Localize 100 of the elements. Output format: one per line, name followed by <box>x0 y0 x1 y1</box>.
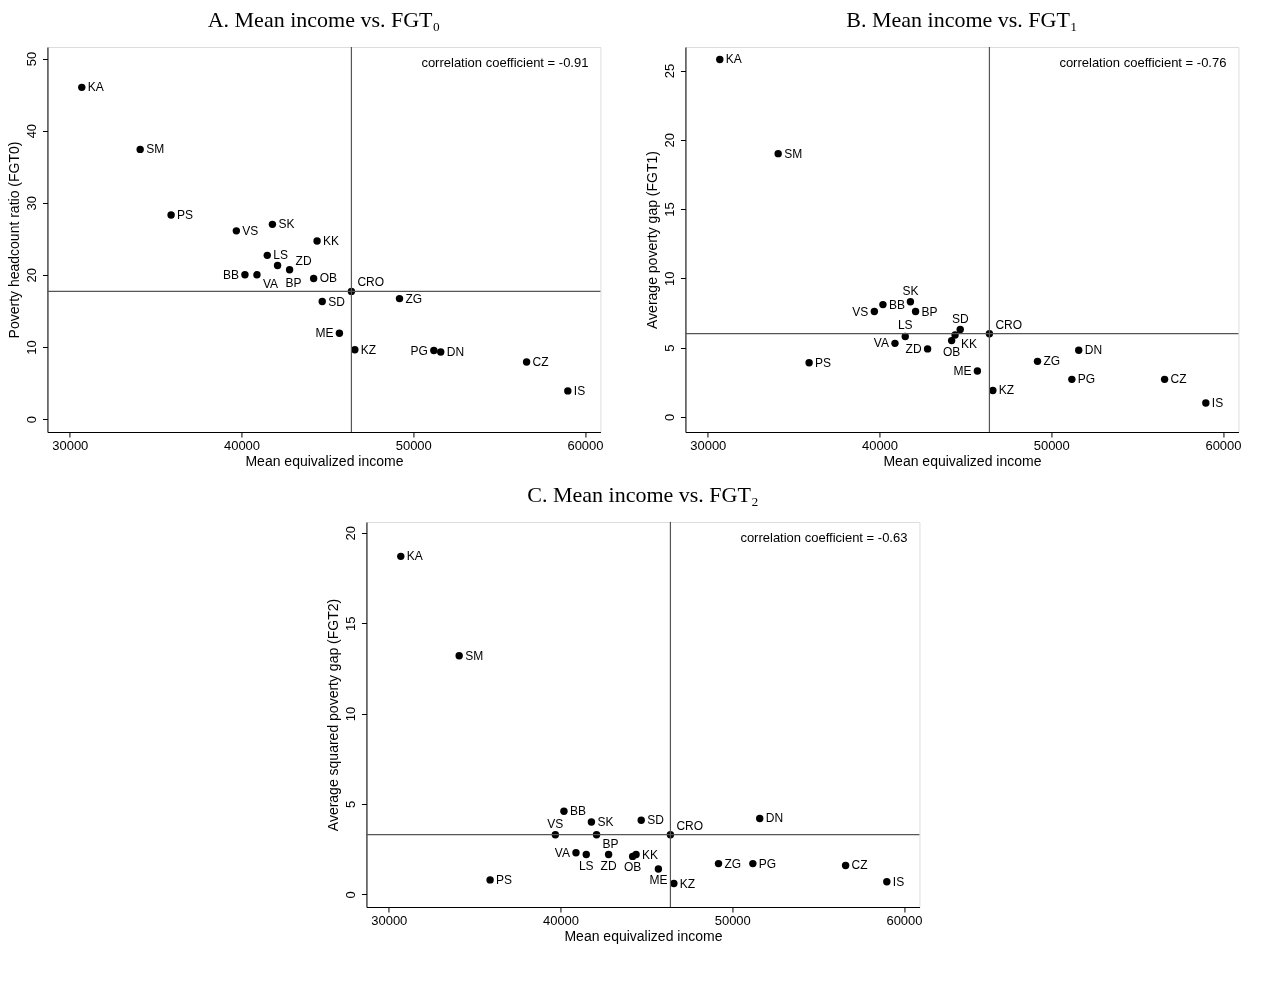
y-tick-label: 50 <box>23 51 39 67</box>
point <box>268 220 277 229</box>
annotation: VA <box>554 845 570 860</box>
y-tick-label: 25 <box>661 63 677 79</box>
annotation: KZ <box>679 876 696 891</box>
annotation: ME <box>953 364 972 379</box>
x-tick-label: 60000 <box>1205 437 1242 453</box>
annotation: OB <box>623 860 642 875</box>
annotation: PG <box>1077 372 1096 387</box>
point <box>437 348 445 356</box>
point <box>263 251 271 260</box>
point <box>670 879 678 888</box>
annotation: LS <box>897 318 913 333</box>
x-tick-label: 40000 <box>861 437 899 453</box>
annotation: CRO <box>357 275 385 290</box>
annotation: ME <box>315 326 334 341</box>
x-axis-title: Mean equivalized income <box>564 927 723 944</box>
annotation: KA <box>87 80 104 95</box>
x-tick-label: 30000 <box>52 437 89 453</box>
x-tick-label: 30000 <box>690 437 727 453</box>
annotation: KA <box>406 549 423 564</box>
annotation: KZ <box>360 342 377 357</box>
point <box>891 339 899 348</box>
annotation: PG <box>410 343 428 358</box>
annotation: SK <box>902 283 919 298</box>
point <box>587 818 596 826</box>
y-axis-title: Average poverty gap (FGT1) <box>643 151 660 329</box>
y-tick-label: 20 <box>661 133 677 148</box>
annotation: BB <box>222 267 239 282</box>
annotation: DN <box>765 811 784 826</box>
y-tick-label: 0 <box>661 413 677 421</box>
y-tick-label: 20 <box>342 526 358 541</box>
point <box>564 387 572 395</box>
y-tick-label: 10 <box>661 271 677 287</box>
annotation: OB <box>942 344 961 359</box>
annotation: correlation coefficient = -0.76 <box>1059 55 1227 70</box>
point <box>335 329 344 337</box>
point <box>604 850 613 859</box>
annotation: CZ <box>851 858 868 873</box>
point <box>911 307 920 316</box>
annotation: VS <box>852 304 869 319</box>
annotation: DN <box>446 344 465 359</box>
point <box>253 271 261 279</box>
annotation: IS <box>892 874 905 889</box>
annotation: PS <box>815 355 832 370</box>
x-axis-title: Mean equivalized income <box>883 452 1042 469</box>
point <box>756 814 764 823</box>
annotation: CZ <box>1170 372 1187 387</box>
annotation: KK <box>323 233 340 248</box>
point <box>1202 399 1210 407</box>
point <box>841 861 850 870</box>
point <box>78 83 86 92</box>
point <box>167 211 175 219</box>
point <box>430 346 438 355</box>
annotation: SD <box>328 294 346 309</box>
annotation: correlation coefficient = -0.63 <box>740 530 908 545</box>
x-axis-title: Mean equivalized income <box>245 452 404 469</box>
point <box>1075 346 1083 354</box>
annotation: KK <box>961 337 978 352</box>
point <box>582 850 590 859</box>
point <box>313 237 321 245</box>
annotation: CRO <box>676 818 704 833</box>
point <box>273 261 282 270</box>
point <box>637 816 645 824</box>
y-tick-label: 40 <box>23 123 39 139</box>
y-tick-label: 0 <box>342 891 358 899</box>
point <box>395 294 404 303</box>
y-tick-label: 5 <box>661 344 677 352</box>
annotation: ZG <box>405 291 423 306</box>
point <box>285 266 294 274</box>
x-tick-label: 50000 <box>714 912 751 928</box>
annotation: KK <box>642 847 659 862</box>
annotation: CZ <box>532 355 549 370</box>
annotation: ZD <box>295 253 312 268</box>
point <box>1033 357 1042 366</box>
annotation: DN <box>1084 343 1103 358</box>
point <box>906 298 915 306</box>
annotation: ZG <box>724 856 742 871</box>
point <box>318 297 326 306</box>
annotation: ZD <box>600 858 617 873</box>
y-tick-label: 10 <box>23 340 39 355</box>
annotation: LS <box>578 858 594 873</box>
y-tick-label: 0 <box>23 415 39 424</box>
y-axis-title: Average squared poverty gap (FGT2) <box>324 598 341 832</box>
point <box>1160 375 1169 384</box>
point <box>989 386 997 395</box>
chart-title: A. Mean income vs. FGT₀ <box>207 7 441 33</box>
x-tick-label: 60000 <box>886 912 923 928</box>
annotation: SK <box>597 815 614 830</box>
y-tick-label: 5 <box>342 800 358 809</box>
point <box>716 55 724 64</box>
point <box>232 227 241 235</box>
x-tick-label: 50000 <box>395 437 432 453</box>
y-tick-label: 10 <box>342 706 358 722</box>
annotation: BP <box>285 276 302 291</box>
x-tick-label: 40000 <box>223 437 261 453</box>
point <box>749 859 757 868</box>
annotation: SM <box>146 142 165 157</box>
y-tick-label: 30 <box>23 196 39 211</box>
annotation: VS <box>547 816 564 831</box>
